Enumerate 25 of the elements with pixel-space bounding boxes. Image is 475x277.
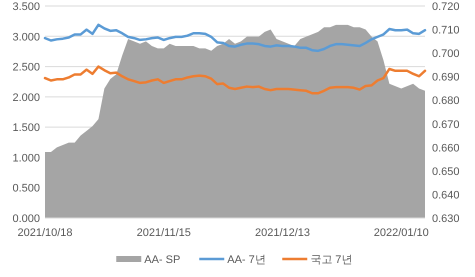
y2tick: 0.660 bbox=[432, 142, 460, 154]
y2tick: 0.690 bbox=[432, 72, 460, 84]
xtick: 2021/10/18 bbox=[17, 227, 73, 239]
y2tick: 0.640 bbox=[432, 189, 460, 202]
xtick: 2021/11/15 bbox=[136, 227, 191, 239]
ytick: 2.000 bbox=[12, 92, 40, 104]
legend-label: AA- 7년 bbox=[227, 254, 266, 266]
ytick: 1.500 bbox=[12, 122, 40, 134]
xtick: 2022/01/10 bbox=[374, 227, 429, 239]
xtick: 2021/12/13 bbox=[254, 227, 310, 239]
legend-label: 국고 7년 bbox=[310, 254, 352, 266]
ytick: 2.500 bbox=[12, 62, 40, 74]
y2tick: 0.680 bbox=[432, 95, 460, 108]
y2tick: 0.630 bbox=[432, 213, 460, 225]
ytick: 3.000 bbox=[12, 31, 40, 44]
ytick: 0.500 bbox=[12, 182, 40, 195]
ytick: 3.500 bbox=[12, 1, 40, 13]
y2tick: 0.670 bbox=[432, 118, 460, 131]
legend-label: AA- SP bbox=[144, 254, 180, 266]
ytick: 1.000 bbox=[12, 152, 40, 164]
y2tick: 0.720 bbox=[432, 1, 460, 13]
y2tick: 0.700 bbox=[432, 48, 460, 60]
y2tick: 0.650 bbox=[432, 166, 460, 178]
y2tick: 0.710 bbox=[432, 24, 460, 37]
ytick: 0.000 bbox=[12, 213, 40, 225]
